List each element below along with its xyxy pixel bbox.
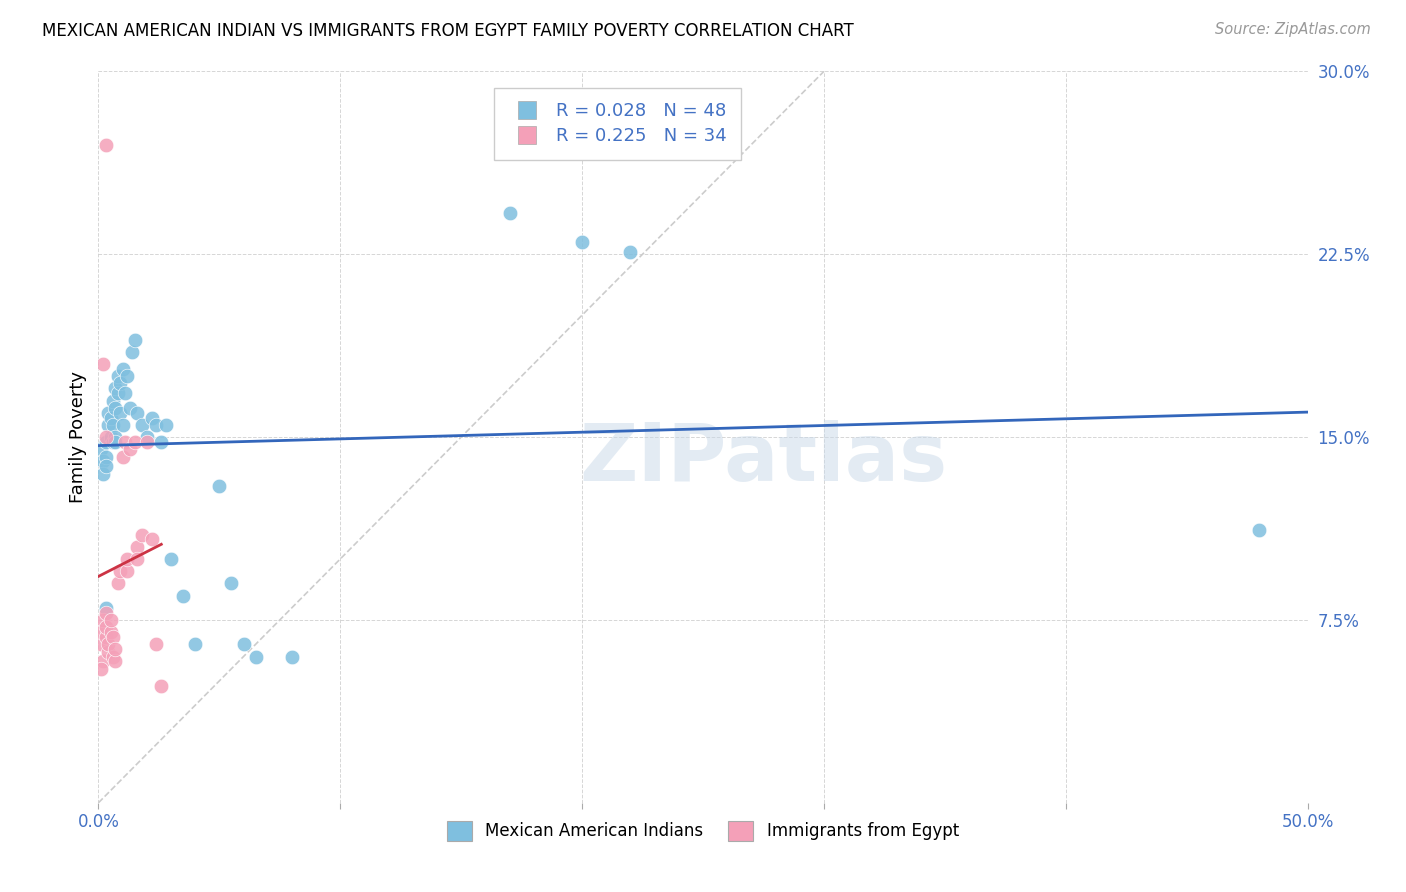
- Point: [118, 401, 141, 415]
- Point: [498, 206, 520, 220]
- Point: [90, 637, 112, 651]
- Point: [90, 442, 112, 457]
- Point: [94, 430, 117, 444]
- Point: [91, 467, 114, 481]
- Point: [101, 393, 124, 408]
- Point: [208, 479, 231, 493]
- Point: [104, 642, 127, 657]
- Point: [101, 434, 124, 449]
- Point: [141, 533, 163, 547]
- Point: [94, 137, 117, 152]
- Point: [100, 410, 122, 425]
- Point: [281, 649, 304, 664]
- Text: Source: ZipAtlas.com: Source: ZipAtlas.com: [1215, 22, 1371, 37]
- Point: [111, 450, 134, 464]
- Point: [101, 417, 124, 432]
- Point: [114, 386, 136, 401]
- Point: [97, 417, 120, 432]
- Point: [97, 645, 120, 659]
- Point: [131, 527, 153, 541]
- Point: [160, 552, 183, 566]
- Point: [150, 679, 173, 693]
- Point: [104, 401, 127, 415]
- Point: [127, 540, 149, 554]
- Point: [619, 244, 641, 259]
- Point: [107, 576, 129, 591]
- Text: ZIPatlas: ZIPatlas: [579, 420, 948, 498]
- Point: [135, 434, 157, 449]
- Point: [97, 637, 120, 651]
- Point: [117, 552, 139, 566]
- Point: [91, 654, 114, 668]
- Point: [571, 235, 593, 249]
- Point: [107, 386, 129, 401]
- Point: [91, 357, 114, 371]
- Point: [94, 630, 117, 644]
- Point: [108, 406, 131, 420]
- Point: [184, 637, 207, 651]
- Point: [100, 430, 122, 444]
- Point: [245, 649, 267, 664]
- Point: [150, 434, 173, 449]
- Point: [104, 430, 127, 444]
- Point: [100, 625, 122, 640]
- Point: [155, 417, 177, 432]
- Point: [124, 434, 146, 449]
- Point: [172, 589, 194, 603]
- Point: [104, 434, 127, 449]
- Point: [232, 637, 254, 651]
- Point: [94, 620, 117, 634]
- Y-axis label: Family Poverty: Family Poverty: [69, 371, 87, 503]
- Point: [108, 376, 131, 391]
- Point: [117, 564, 139, 578]
- Point: [121, 344, 143, 359]
- Point: [135, 430, 157, 444]
- Text: MEXICAN AMERICAN INDIAN VS IMMIGRANTS FROM EGYPT FAMILY POVERTY CORRELATION CHAR: MEXICAN AMERICAN INDIAN VS IMMIGRANTS FR…: [42, 22, 853, 40]
- Point: [104, 381, 127, 395]
- Point: [101, 649, 124, 664]
- Point: [97, 406, 120, 420]
- Point: [118, 442, 141, 457]
- Point: [221, 576, 243, 591]
- Point: [94, 600, 117, 615]
- Point: [94, 434, 117, 449]
- Point: [124, 333, 146, 347]
- Point: [127, 406, 149, 420]
- Point: [90, 625, 112, 640]
- Point: [101, 630, 124, 644]
- Point: [94, 459, 117, 474]
- Point: [107, 369, 129, 384]
- Point: [90, 662, 112, 676]
- Point: [131, 417, 153, 432]
- Point: [145, 417, 167, 432]
- Point: [145, 637, 167, 651]
- Point: [94, 450, 117, 464]
- Point: [114, 434, 136, 449]
- Point: [1249, 523, 1271, 537]
- Point: [94, 606, 117, 620]
- Point: [91, 613, 114, 627]
- Point: [91, 454, 114, 468]
- Point: [117, 369, 139, 384]
- Point: [141, 410, 163, 425]
- Point: [111, 361, 134, 376]
- Point: [104, 654, 127, 668]
- Point: [100, 613, 122, 627]
- Legend: Mexican American Indians, Immigrants from Egypt: Mexican American Indians, Immigrants fro…: [439, 813, 967, 849]
- Point: [127, 552, 149, 566]
- Point: [108, 564, 131, 578]
- Point: [111, 417, 134, 432]
